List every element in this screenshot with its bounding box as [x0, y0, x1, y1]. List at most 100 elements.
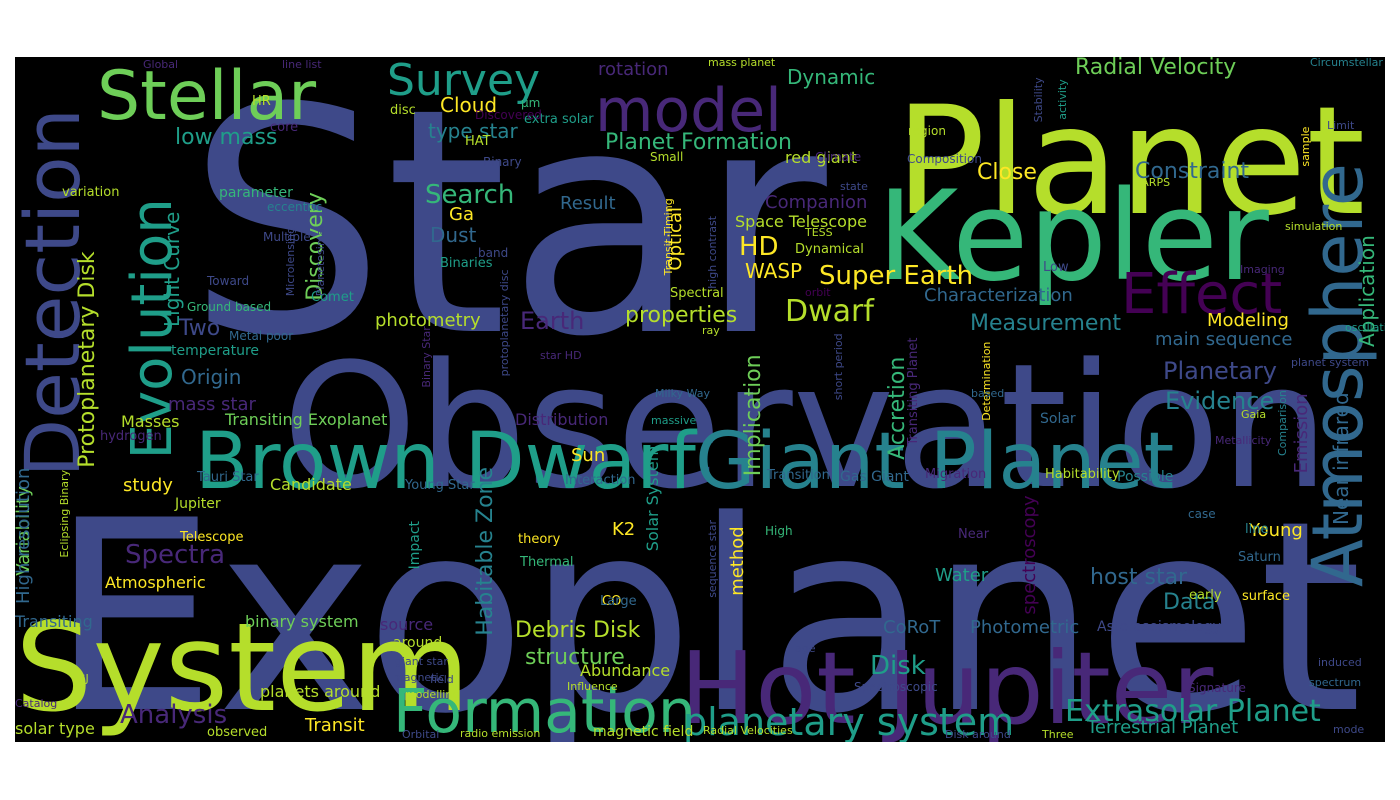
cloud-word-study: study: [123, 475, 173, 496]
cloud-word-jupiter: Jupiter: [175, 496, 221, 512]
cloud-word-age: age: [795, 642, 816, 655]
cloud-word-field: field: [430, 673, 454, 686]
cloud-word-system: System: [15, 597, 470, 739]
cloud-word-disk: Disk: [870, 651, 926, 681]
cloud-word-spectroscopic: Spectroscopic: [854, 680, 938, 694]
cloud-word-transiting: Transiting: [15, 612, 93, 631]
cloud-word-sequence-star: sequence star: [706, 519, 719, 598]
cloud-word-host-star: host star: [1090, 565, 1188, 590]
cloud-word-source: source: [380, 615, 434, 634]
cloud-word-line: line: [1245, 522, 1269, 537]
cloud-word-survey: Survey: [387, 57, 541, 106]
cloud-word-short-period: short period: [832, 333, 845, 401]
cloud-word-comparison: Comparison: [1276, 390, 1289, 456]
cloud-word-discovered: Discovered: [475, 108, 542, 122]
cloud-word-tess: TESS: [805, 226, 833, 239]
cloud-word-temperature: temperature: [171, 343, 259, 359]
cloud-word-sample: sample: [1299, 126, 1312, 167]
cloud-word-origin: Origin: [181, 365, 242, 389]
cloud-word-metal-poor: Metal poor: [229, 329, 294, 343]
cloud-word-modeling: Modeling: [1207, 310, 1289, 331]
cloud-word-saturn: Saturn: [1238, 550, 1281, 565]
cloud-word-co: CO: [602, 594, 622, 609]
cloud-word-small: Small: [650, 150, 684, 164]
cloud-word-band: band: [478, 246, 509, 260]
cloud-word-young: Young: [1249, 520, 1303, 541]
cloud-word-variation: variation: [62, 185, 120, 200]
cloud-word-planet-formation: Planet Formation: [605, 130, 792, 155]
cloud-word-low-mass: low mass: [175, 125, 278, 150]
cloud-word-search: Search: [425, 180, 515, 210]
cloud-word-type-star: type star: [428, 119, 518, 143]
cloud-word-line-list: line list: [282, 58, 322, 71]
cloud-word-light-curve: Light Curve: [160, 211, 184, 327]
cloud-word-emission: Emission: [1291, 393, 1312, 474]
cloud-word-planets-around: planets around: [260, 682, 381, 701]
cloud-word-magnetic: magnetic: [393, 671, 445, 684]
cloud-word-low: Low: [1043, 260, 1069, 275]
cloud-word-ga: Ga: [449, 204, 474, 225]
cloud-word-mass-star: mass star: [168, 394, 256, 415]
word-cloud: Star Exoplanet Observation Planet Kepler Syst…: [15, 57, 1385, 742]
cloud-word-oscillation: oscillation: [1345, 321, 1385, 334]
cloud-word-dynamical: Dynamical: [795, 242, 864, 257]
cloud-word-star: Star: [187, 57, 827, 405]
cloud-word-habitable-zone: Habitable Zone: [473, 466, 498, 636]
cloud-word-theory: theory: [518, 532, 561, 547]
cloud-word-global: Global: [143, 58, 179, 71]
cloud-word-analysis: Analysis: [120, 700, 228, 730]
cloud-word-gaia: Gaia: [1241, 408, 1267, 421]
cloud-word-m: µm: [521, 96, 541, 110]
cloud-word-activity: activity: [1056, 79, 1069, 120]
cloud-word-high-resolution: High resolution: [15, 467, 34, 604]
cloud-word-orbital: Orbital: [402, 728, 440, 741]
cloud-word-simulation: simulation: [1285, 220, 1343, 233]
cloud-word-planet-system: planet system: [1291, 356, 1370, 369]
cloud-word-protoplanetary-disk: Protoplanetary Disk: [75, 251, 100, 468]
cloud-word-climate: Climate: [815, 150, 862, 164]
cloud-word-asteroseismology: Asteroseismology: [1097, 619, 1221, 635]
cloud-word-earth: Earth: [520, 307, 585, 335]
cloud-word-circumstellar-disk: Circumstellar Disk: [1310, 57, 1385, 69]
cloud-word-gj: GJ: [77, 672, 89, 685]
cloud-word-characterization: Characterization: [924, 285, 1073, 306]
cloud-word-cloud: Cloud: [440, 93, 498, 117]
cloud-word-interaction: Interaction: [565, 473, 636, 488]
cloud-word-influence: Influence: [567, 680, 618, 693]
cloud-word-thermal: Thermal: [520, 555, 574, 570]
cloud-word-radio-emission: radio emission: [460, 727, 541, 740]
cloud-word-binaries: Binaries: [440, 256, 493, 271]
cloud-word-dust: Dust: [430, 223, 477, 247]
cloud-word-spectroscopy: spectroscopy: [1019, 495, 1040, 615]
cloud-word-atmospheric: Atmospheric: [105, 573, 206, 592]
cloud-word-observed: observed: [207, 725, 268, 740]
cloud-word-kepler: Kepler: [877, 165, 1269, 309]
cloud-word-surface: surface: [1242, 589, 1291, 604]
cloud-word-high: High: [765, 524, 793, 538]
cloud-word-planetary: Planetary: [1163, 357, 1278, 385]
cloud-word-effect: Effect: [1121, 262, 1283, 327]
cloud-word-comet: Comet: [311, 290, 354, 305]
cloud-word-determination: Determination: [980, 341, 993, 421]
cloud-word-debris-disk: Debris Disk: [515, 618, 641, 643]
cloud-word-transiting-exoplanet: Transiting Exoplanet: [225, 410, 388, 429]
cloud-word-near: Near: [958, 527, 990, 542]
cloud-word-evidence: Evidence: [1165, 387, 1275, 415]
cloud-word-multiple: Multiple: [263, 230, 311, 244]
cloud-word-k2: K2: [612, 519, 636, 540]
cloud-word-radial-velocities: Radial Velocities: [703, 724, 793, 737]
cloud-word-binary-system: binary system: [245, 612, 359, 631]
cloud-word-formation: Formation: [393, 677, 696, 742]
cloud-word-migration: Migration: [925, 467, 987, 482]
cloud-word-sun: Sun: [571, 445, 606, 466]
cloud-word-photometric: Photometric: [970, 617, 1080, 638]
cloud-word-terrestrial-planet: Terrestrial Planet: [1087, 717, 1239, 738]
cloud-word-around: around: [393, 635, 443, 651]
cloud-word-distribution: Distribution: [515, 410, 609, 429]
cloud-word-result: Result: [560, 193, 616, 214]
cloud-word-data: Data: [1163, 590, 1216, 615]
cloud-word-hd: HD: [739, 232, 779, 262]
cloud-word-spectral: Spectral: [670, 286, 724, 301]
cloud-word-solar-system: Solar System: [643, 445, 662, 552]
cloud-word-disc: disc: [390, 103, 416, 118]
